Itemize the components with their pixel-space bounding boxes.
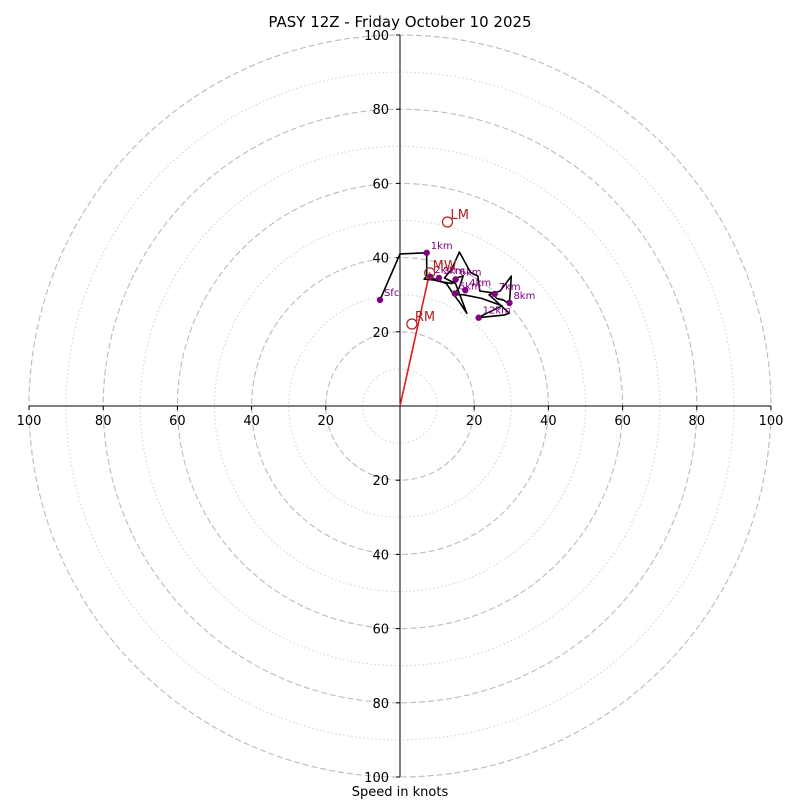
hodograph-line bbox=[379, 251, 513, 319]
height-marker-label: 2km bbox=[434, 265, 456, 276]
storm-motion-label: RM bbox=[415, 310, 435, 325]
x-tick-label: 80 bbox=[689, 414, 706, 429]
x-tick-label: 60 bbox=[614, 414, 631, 429]
height-marker-dot bbox=[423, 249, 430, 256]
height-marker-dot bbox=[427, 273, 434, 281]
x-tick-label: 100 bbox=[759, 414, 784, 429]
height-marker-label: 7km bbox=[499, 282, 521, 293]
y-tick-label: 40 bbox=[372, 548, 389, 563]
height-marker-dot bbox=[491, 290, 498, 298]
height-marker-dot bbox=[376, 296, 384, 304]
y-tick-label: 100 bbox=[364, 29, 389, 44]
y-tick-label: 20 bbox=[372, 474, 389, 489]
height-marker-label: 6km bbox=[460, 267, 482, 278]
height-marker-label: 4km bbox=[469, 278, 491, 289]
storm-motion-marker bbox=[406, 318, 418, 330]
height-marker-label: 12km bbox=[483, 306, 511, 317]
height-marker-dot bbox=[462, 287, 469, 294]
height-marker-label: Sfc bbox=[384, 288, 399, 299]
height-marker-label: 8km bbox=[513, 291, 535, 302]
y-tick-label: 60 bbox=[372, 623, 389, 638]
y-tick-label: 80 bbox=[372, 697, 389, 712]
chart-title: PASY 12Z - Friday October 10 2025 bbox=[268, 13, 531, 31]
height-marker-label: 1km bbox=[431, 241, 453, 252]
y-tick-label: 20 bbox=[372, 326, 389, 341]
height-marker-dot bbox=[475, 314, 482, 321]
storm-motion-marker bbox=[441, 216, 454, 228]
y-tick-label: 60 bbox=[372, 177, 389, 192]
height-marker-dot bbox=[435, 274, 443, 282]
storm-motion-marker bbox=[424, 267, 436, 279]
x-tick-label: 100 bbox=[17, 414, 42, 429]
height-marker-label: 5km bbox=[459, 282, 481, 293]
height-marker-dot bbox=[506, 299, 513, 307]
storm-motion-vector bbox=[399, 272, 431, 407]
x-tick-label: 40 bbox=[540, 414, 557, 429]
y-tick-label: 100 bbox=[364, 771, 389, 786]
hodograph-trace bbox=[379, 251, 513, 319]
storm-motion-label: MW bbox=[433, 259, 457, 274]
tick-labels: 100 80 60 40 20 20 40 60 80 100 100 80 60 40 20 20 40 60 8… bbox=[17, 29, 784, 786]
x-tick-label: 60 bbox=[169, 414, 186, 429]
storm-motions: LM RM MW bbox=[406, 208, 469, 330]
height-marker-dot bbox=[451, 290, 459, 297]
x-axis-label: Speed in knots bbox=[352, 785, 449, 800]
y-tick-label: 80 bbox=[372, 103, 389, 118]
height-marker-label: 3km bbox=[443, 266, 465, 277]
x-tick-label: 20 bbox=[318, 414, 335, 429]
height-marker-dot bbox=[452, 276, 459, 283]
x-tick-label: 40 bbox=[243, 414, 260, 429]
bunkers-vector bbox=[399, 272, 431, 407]
x-tick-label: 20 bbox=[466, 414, 483, 429]
x-tick-label: 80 bbox=[95, 414, 112, 429]
y-tick-label: 40 bbox=[372, 252, 389, 267]
storm-motion-label: LM bbox=[450, 208, 468, 223]
